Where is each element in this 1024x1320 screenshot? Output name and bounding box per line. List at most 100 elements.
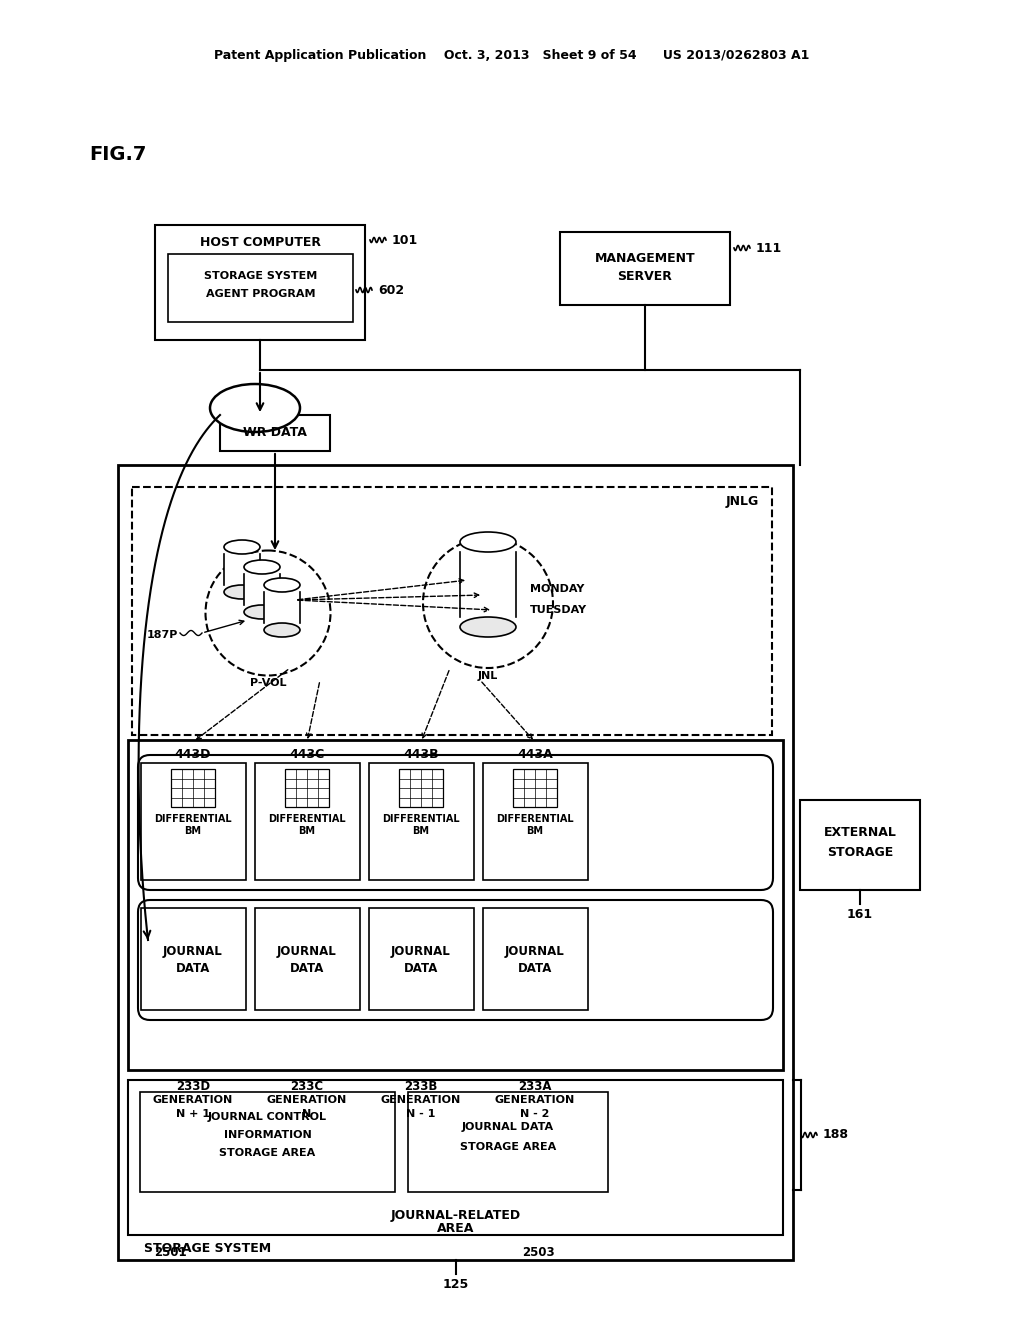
Text: DIFFERENTIAL: DIFFERENTIAL — [155, 814, 231, 824]
Text: DIFFERENTIAL: DIFFERENTIAL — [268, 814, 346, 824]
Text: N + 1: N + 1 — [176, 1109, 210, 1119]
Bar — [255, 908, 360, 1010]
Text: JNLG: JNLG — [725, 495, 759, 508]
Text: 233D: 233D — [176, 1080, 210, 1093]
Ellipse shape — [244, 560, 280, 574]
Bar — [255, 763, 360, 880]
Text: 161: 161 — [847, 908, 873, 920]
Text: JOURNAL: JOURNAL — [278, 945, 337, 957]
Ellipse shape — [460, 532, 516, 552]
Text: 125: 125 — [442, 1278, 469, 1291]
Text: P-VOL: P-VOL — [250, 678, 287, 688]
Bar — [141, 908, 246, 1010]
Ellipse shape — [244, 605, 280, 619]
Bar — [483, 908, 588, 1010]
Bar — [140, 1092, 395, 1192]
Text: JNL: JNL — [478, 671, 498, 681]
Text: BM: BM — [526, 826, 544, 836]
Bar — [800, 800, 920, 890]
Text: STORAGE SYSTEM: STORAGE SYSTEM — [204, 271, 317, 281]
Bar — [220, 414, 330, 451]
Bar — [224, 554, 260, 585]
Bar — [483, 763, 588, 880]
Text: STORAGE AREA: STORAGE AREA — [219, 1148, 315, 1158]
Text: TUESDAY: TUESDAY — [530, 605, 587, 615]
Text: AREA: AREA — [437, 1222, 474, 1236]
Text: HOST COMPUTER: HOST COMPUTER — [200, 235, 321, 248]
Text: FIG.7: FIG.7 — [89, 145, 146, 165]
Text: N: N — [302, 1109, 311, 1119]
Ellipse shape — [264, 623, 300, 638]
Text: BM: BM — [184, 826, 202, 836]
FancyBboxPatch shape — [138, 755, 773, 890]
Text: 443B: 443B — [403, 748, 439, 762]
Bar — [141, 763, 246, 880]
Text: GENERATION: GENERATION — [267, 1096, 347, 1105]
Ellipse shape — [210, 384, 300, 432]
Text: MANAGEMENT: MANAGEMENT — [595, 252, 695, 264]
Text: 233C: 233C — [291, 1080, 324, 1093]
Text: DIFFERENTIAL: DIFFERENTIAL — [497, 814, 573, 824]
Bar — [128, 1080, 783, 1236]
Text: STORAGE: STORAGE — [826, 846, 893, 858]
Text: 188: 188 — [823, 1129, 849, 1142]
Bar — [168, 253, 353, 322]
Text: GENERATION: GENERATION — [495, 1096, 575, 1105]
Text: EXTERNAL: EXTERNAL — [823, 825, 896, 838]
Text: STORAGE AREA: STORAGE AREA — [460, 1142, 556, 1152]
Text: 443D: 443D — [175, 748, 211, 762]
Text: N - 2: N - 2 — [520, 1109, 550, 1119]
Ellipse shape — [264, 578, 300, 591]
Text: 443A: 443A — [517, 748, 553, 762]
Bar — [264, 591, 300, 623]
Text: INFORMATION: INFORMATION — [223, 1130, 311, 1140]
Text: AGENT PROGRAM: AGENT PROGRAM — [206, 289, 315, 300]
Ellipse shape — [206, 550, 331, 676]
Bar — [285, 770, 329, 807]
Text: 443C: 443C — [290, 748, 325, 762]
Text: DATA: DATA — [176, 962, 210, 975]
Text: 233B: 233B — [404, 1080, 437, 1093]
Text: GENERATION: GENERATION — [153, 1096, 233, 1105]
Ellipse shape — [423, 539, 553, 668]
Text: JOURNAL: JOURNAL — [505, 945, 565, 957]
Text: DATA: DATA — [290, 962, 325, 975]
Text: JOURNAL CONTROL: JOURNAL CONTROL — [208, 1111, 327, 1122]
FancyBboxPatch shape — [138, 900, 773, 1020]
Text: 101: 101 — [392, 234, 418, 247]
Bar — [171, 770, 215, 807]
Text: 2501: 2501 — [154, 1246, 186, 1259]
Bar — [560, 232, 730, 305]
Ellipse shape — [224, 540, 260, 554]
Bar — [460, 552, 516, 616]
Bar — [399, 770, 443, 807]
Text: Patent Application Publication    Oct. 3, 2013   Sheet 9 of 54      US 2013/0262: Patent Application Publication Oct. 3, 2… — [214, 49, 810, 62]
Text: BM: BM — [413, 826, 429, 836]
Text: DIFFERENTIAL: DIFFERENTIAL — [382, 814, 460, 824]
Text: MONDAY: MONDAY — [530, 583, 585, 594]
Text: 111: 111 — [756, 242, 782, 255]
Text: JOURNAL: JOURNAL — [163, 945, 223, 957]
Text: SERVER: SERVER — [617, 269, 673, 282]
Bar — [132, 487, 772, 735]
Text: GENERATION: GENERATION — [381, 1096, 461, 1105]
Text: 187P: 187P — [146, 630, 178, 640]
Bar — [244, 574, 280, 605]
Text: 233A: 233A — [518, 1080, 552, 1093]
Bar — [369, 763, 474, 880]
Text: 2503: 2503 — [521, 1246, 554, 1259]
Bar — [408, 1092, 608, 1192]
Text: JOURNAL: JOURNAL — [391, 945, 451, 957]
Ellipse shape — [224, 585, 260, 599]
Text: DATA: DATA — [518, 962, 552, 975]
Bar — [128, 741, 783, 1071]
Text: N - 1: N - 1 — [407, 1109, 435, 1119]
Ellipse shape — [460, 616, 516, 638]
Bar — [155, 224, 365, 341]
Text: DATA: DATA — [403, 962, 438, 975]
Text: WR DATA: WR DATA — [243, 426, 307, 440]
Bar — [513, 770, 557, 807]
Text: JOURNAL DATA: JOURNAL DATA — [462, 1122, 554, 1133]
Bar — [369, 908, 474, 1010]
Text: STORAGE SYSTEM: STORAGE SYSTEM — [144, 1242, 271, 1254]
